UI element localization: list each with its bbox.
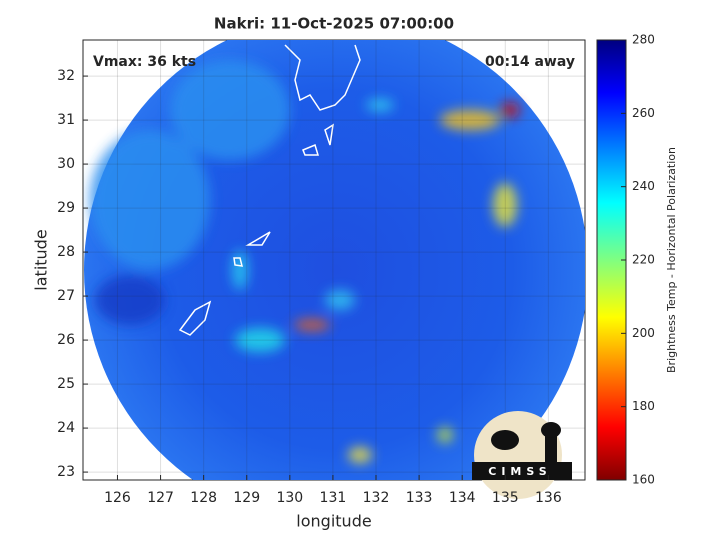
colorbar-tick-label: 200 <box>632 326 655 340</box>
x-tick-label: 126 <box>104 490 131 506</box>
colorbar-tick-label: 260 <box>632 106 655 120</box>
logo-text: CIMSS <box>488 465 551 478</box>
colorbar-tick-label: 160 <box>632 473 655 487</box>
annotation: Vmax: 36 kts <box>93 54 196 70</box>
chart-title: Nakri: 11-Oct-2025 07:00:00 <box>214 15 454 33</box>
y-tick-label: 23 <box>57 464 75 480</box>
x-tick-label: 128 <box>190 490 217 506</box>
colorbar-tick-label: 220 <box>632 253 655 267</box>
y-axis-label: latitude <box>32 229 51 290</box>
y-tick-label: 24 <box>57 420 75 436</box>
y-tick-label: 29 <box>57 200 75 216</box>
x-tick-label: 131 <box>320 490 347 506</box>
colorbar-tick-label: 280 <box>632 33 655 47</box>
x-tick-label: 134 <box>449 490 476 506</box>
colorbar-tick-label: 240 <box>632 179 655 193</box>
imagery <box>84 40 585 480</box>
colorbar-tick-label: 180 <box>632 399 655 413</box>
x-axis-label: longitude <box>296 512 371 531</box>
annotation: 00:14 away <box>485 54 575 70</box>
x-tick-label: 132 <box>363 490 390 506</box>
x-tick-label: 133 <box>406 490 433 506</box>
colorbar-label: Brightness Temp - Horizontal Polarizatio… <box>665 147 678 373</box>
y-tick-label: 27 <box>57 288 75 304</box>
y-tick-label: 26 <box>57 332 75 348</box>
y-tick-label: 32 <box>57 68 75 84</box>
grid <box>83 40 585 480</box>
y-tick-label: 30 <box>57 156 75 172</box>
y-tick-label: 25 <box>57 376 75 392</box>
x-tick-label: 127 <box>147 490 174 506</box>
y-tick-label: 31 <box>57 112 75 128</box>
logo: CIMSS <box>472 411 572 499</box>
x-tick-label: 130 <box>276 490 303 506</box>
x-tick-label: 129 <box>233 490 260 506</box>
y-tick-label: 28 <box>57 244 75 260</box>
x-tick-label: 135 <box>492 490 519 506</box>
x-tick-label: 136 <box>535 490 562 506</box>
